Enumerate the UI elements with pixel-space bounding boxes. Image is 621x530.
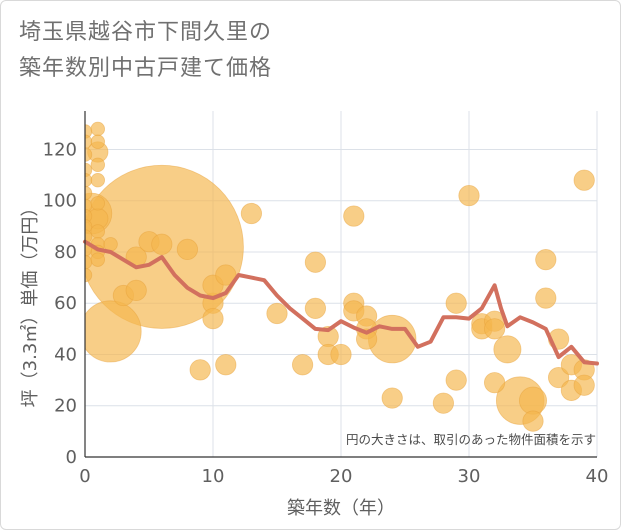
bubble-size-note: 円の大きさは、取引のあった物件面積を示す xyxy=(346,432,596,447)
bubble-point xyxy=(90,172,106,188)
bubble-point xyxy=(266,302,288,325)
bubble-point xyxy=(445,369,467,391)
chart-title: 埼玉県越谷市下間久里の 築年数別中古戸建て価格 xyxy=(19,15,272,87)
bubble-point xyxy=(189,359,211,381)
bubble-point xyxy=(304,297,326,319)
bubble-point xyxy=(240,202,262,225)
y-tick-label: 0 xyxy=(66,447,77,468)
bubble-point xyxy=(483,372,506,394)
bubble-point xyxy=(483,318,506,340)
bubble-point xyxy=(547,366,570,389)
bubble-point xyxy=(215,354,237,376)
bubble-point xyxy=(445,292,467,314)
bubble-point xyxy=(458,184,480,207)
chart-title-line-2: 築年数別中古戸建て価格 xyxy=(19,56,273,81)
bubble-point xyxy=(291,354,314,376)
bubble-point xyxy=(90,134,106,149)
tick-labels: 0 10 20 30 40 0 20 40 60 80 100 120 xyxy=(43,139,609,487)
bubble-point xyxy=(304,251,326,273)
axes xyxy=(84,111,597,458)
bubble-point xyxy=(85,300,142,363)
bubble-point xyxy=(343,205,365,227)
bubble-point xyxy=(535,249,557,271)
bubble-point xyxy=(85,229,93,244)
x-tick-label: 40 xyxy=(586,466,609,487)
bubble-point xyxy=(573,374,595,396)
y-tick-label: 60 xyxy=(54,293,77,314)
bubble-point xyxy=(90,121,106,137)
bubble-point xyxy=(176,238,198,260)
average-line-series xyxy=(83,239,599,366)
chart-title-line-1: 埼玉県越谷市下間久里の xyxy=(19,20,273,45)
y-tick-label: 40 xyxy=(54,344,77,365)
y-tick-label: 100 xyxy=(43,191,77,212)
bubble-point xyxy=(573,169,595,191)
y-tick-label: 20 xyxy=(54,396,77,417)
bubble-point xyxy=(215,264,237,286)
bubble-point xyxy=(330,343,352,366)
bubble-point xyxy=(202,307,224,330)
bubble-point xyxy=(85,185,93,201)
bubble-point xyxy=(519,386,548,415)
bubble-point xyxy=(125,279,147,302)
bubble-point xyxy=(432,392,454,414)
bubble-point xyxy=(85,147,93,162)
bubble-point xyxy=(90,157,106,173)
x-axis-title: 築年数（年） xyxy=(287,498,395,519)
bubble-point xyxy=(535,287,557,309)
y-axis-title: 坪（3.3㎡）単価（万円） xyxy=(19,199,41,408)
bubble-point xyxy=(493,335,522,364)
x-tick-label: 30 xyxy=(458,466,481,487)
bubble-point xyxy=(90,196,106,211)
bubble-series xyxy=(85,121,595,432)
bubble-point xyxy=(85,267,93,283)
bubble-point xyxy=(90,224,106,239)
average-price-line xyxy=(83,239,599,366)
bubble-point xyxy=(381,387,403,409)
bubble-point xyxy=(90,252,106,267)
y-tick-label: 120 xyxy=(43,139,77,160)
x-tick-label: 10 xyxy=(202,466,225,487)
x-tick-label: 20 xyxy=(330,466,353,487)
bubble-point xyxy=(522,410,544,432)
y-tick-label: 80 xyxy=(54,242,77,263)
bubble-point xyxy=(355,328,378,350)
bubble-point xyxy=(151,233,173,255)
x-tick-label: 0 xyxy=(79,466,90,487)
